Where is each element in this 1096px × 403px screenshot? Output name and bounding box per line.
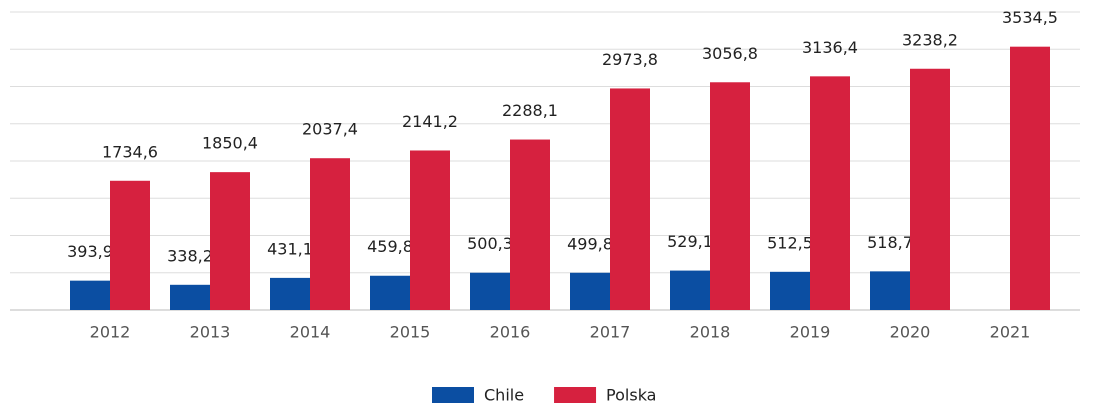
data-label: 431,1 bbox=[267, 239, 313, 258]
data-label: 3136,4 bbox=[802, 38, 858, 57]
bar bbox=[270, 277, 310, 310]
bar bbox=[210, 172, 250, 310]
bar bbox=[510, 139, 550, 310]
x-tick-label: 2015 bbox=[390, 323, 431, 342]
bar bbox=[670, 270, 710, 310]
bar bbox=[610, 88, 650, 310]
x-tick-label: 2019 bbox=[790, 323, 831, 342]
x-tick-label: 2020 bbox=[890, 323, 931, 342]
data-label: 3056,8 bbox=[702, 44, 758, 63]
data-label: 1850,4 bbox=[202, 134, 258, 153]
legend-swatch bbox=[554, 387, 597, 403]
data-label: 529,1 bbox=[667, 232, 713, 251]
data-label: 2288,1 bbox=[502, 101, 558, 120]
data-label: 2141,2 bbox=[402, 112, 458, 131]
bar bbox=[170, 284, 210, 310]
data-label: 1734,6 bbox=[102, 142, 158, 161]
x-tick-label: 2013 bbox=[190, 323, 231, 342]
bar bbox=[370, 275, 410, 310]
data-label: 518,7 bbox=[867, 233, 913, 252]
x-tick-label: 2012 bbox=[90, 323, 131, 342]
data-label: 459,8 bbox=[367, 237, 413, 256]
legend-label: Polska bbox=[606, 386, 656, 403]
data-label: 3534,5 bbox=[1002, 8, 1058, 27]
bar bbox=[1010, 46, 1050, 310]
data-label: 2037,4 bbox=[302, 120, 358, 139]
x-tick-label: 2016 bbox=[490, 323, 531, 342]
x-tick-label: 2014 bbox=[290, 323, 331, 342]
x-tick-label: 2017 bbox=[590, 323, 631, 342]
x-tick-label: 2021 bbox=[990, 323, 1031, 342]
bar bbox=[70, 280, 110, 310]
data-label: 393,9 bbox=[67, 242, 113, 261]
data-label: 500,3 bbox=[467, 234, 513, 253]
data-label: 3238,2 bbox=[902, 30, 958, 49]
data-label: 512,5 bbox=[767, 233, 813, 252]
bar bbox=[570, 272, 610, 310]
bar bbox=[310, 158, 350, 310]
data-label: 2973,8 bbox=[602, 50, 658, 69]
bar bbox=[810, 76, 850, 311]
bar bbox=[410, 150, 450, 310]
bar bbox=[910, 68, 950, 311]
bar bbox=[770, 271, 810, 310]
legend-swatch bbox=[432, 387, 474, 403]
bar bbox=[710, 82, 750, 310]
data-label: 499,8 bbox=[567, 234, 613, 253]
bar bbox=[470, 272, 510, 310]
legend-label: Chile bbox=[484, 386, 524, 403]
data-label: 338,2 bbox=[167, 246, 213, 265]
bar bbox=[110, 180, 150, 310]
bar bbox=[870, 271, 910, 310]
x-tick-label: 2018 bbox=[690, 323, 731, 342]
